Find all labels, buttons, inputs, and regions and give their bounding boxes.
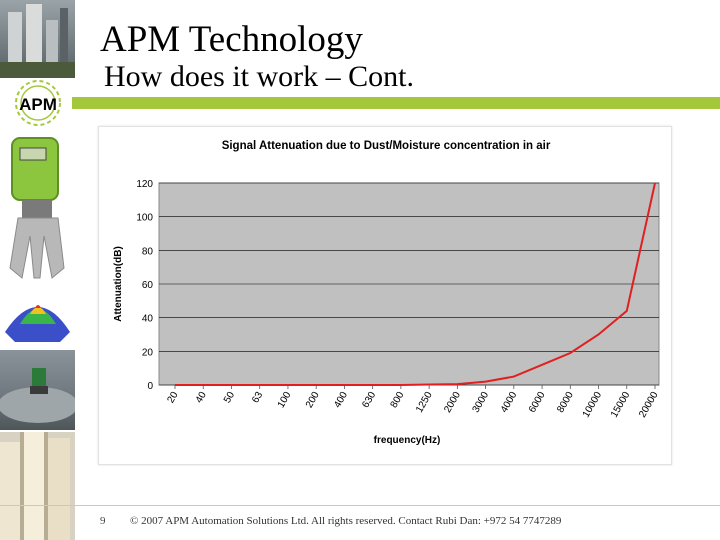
apm-logo: APM — [0, 78, 75, 128]
x-tick-label: 100 — [276, 390, 294, 410]
y-tick-label: 120 — [136, 179, 153, 190]
slide-subtitle: How does it work – Cont. — [104, 60, 414, 93]
x-tick-label: 630 — [360, 390, 378, 410]
x-tick-label: 10000 — [581, 390, 605, 420]
footer-copyright: © 2007 APM Automation Solutions Ltd. All… — [130, 515, 562, 527]
y-tick-label: 60 — [142, 280, 154, 291]
attenuation-chart: Signal Attenuation due to Dust/Moisture … — [113, 140, 661, 446]
logo-text: APM — [19, 95, 57, 114]
silo-photo — [0, 350, 75, 430]
y-tick-label: 80 — [142, 246, 154, 257]
y-axis-ticks: 0 20 40 60 80 100 120 — [136, 179, 153, 392]
series-lines — [175, 182, 656, 386]
x-tick-label: 6000 — [527, 390, 548, 415]
footer-divider — [0, 505, 720, 506]
x-tick-label: 1250 — [414, 390, 435, 415]
x-tick-label: 400 — [332, 390, 350, 410]
x-tick-label: 50 — [222, 390, 237, 406]
x-tick-label: 8000 — [555, 390, 576, 415]
y-axis-label: Attenuation(dB) — [113, 246, 124, 322]
y-tick-label: 0 — [147, 381, 153, 392]
y-tick-label: 100 — [136, 213, 153, 224]
x-tick-label: 40 — [194, 390, 209, 406]
slide-title: APM Technology — [100, 19, 363, 60]
x-tick-label: 800 — [389, 390, 407, 410]
y-tick-label: 20 — [142, 347, 154, 358]
x-tick-label: 20 — [166, 390, 181, 406]
series-line-0 — [175, 182, 656, 386]
factory-photo — [0, 0, 75, 78]
x-tick-label: 200 — [304, 390, 322, 410]
device-photo — [0, 128, 75, 288]
factory-silhouette-icon — [0, 4, 75, 78]
x-tick-label: 20000 — [637, 390, 661, 420]
title-accent-bar — [72, 97, 720, 109]
cylinders-photo — [0, 432, 75, 540]
x-tick-label: 15000 — [609, 390, 633, 420]
y-tick-label: 40 — [142, 314, 154, 325]
x-tick-label: 3000 — [471, 390, 492, 415]
chart-frame: Signal Attenuation due to Dust/Moisture … — [98, 126, 672, 465]
left-image-strip: APM — [0, 0, 90, 540]
page-number: 9 — [100, 515, 106, 527]
x-tick-label: 63 — [250, 390, 265, 406]
x-axis-label: frequency(Hz) — [374, 435, 441, 446]
x-axis-ticks: 20 40 50 63 100 200 400 630 800 1250 2000 3000 4000 6… — [166, 385, 661, 420]
chart-title: Signal Attenuation due to Dust/Moisture … — [222, 140, 551, 152]
surface-plot-image — [0, 292, 75, 348]
x-tick-label: 2000 — [442, 390, 463, 415]
x-tick-label: 4000 — [499, 390, 520, 415]
